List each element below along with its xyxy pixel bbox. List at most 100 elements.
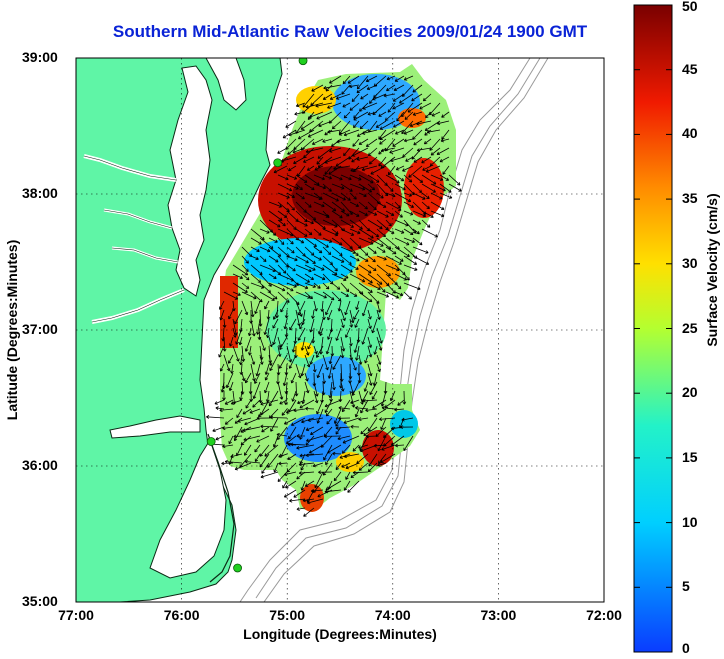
velocity-arrow bbox=[230, 363, 234, 374]
velocity-arrow bbox=[318, 470, 333, 475]
velocity-arrow bbox=[367, 336, 373, 348]
velocity-arrow bbox=[261, 462, 270, 474]
velocity-arrow bbox=[352, 470, 369, 475]
velocity-arrow bbox=[331, 201, 345, 212]
velocity-arrow bbox=[364, 354, 369, 364]
velocity-arrow bbox=[403, 192, 413, 197]
velocity-arrow bbox=[327, 309, 333, 321]
velocity-arrow bbox=[412, 237, 423, 246]
velocity-arrow bbox=[241, 300, 249, 316]
velocity-arrow bbox=[421, 201, 430, 210]
y-tick-label: 38:00 bbox=[22, 185, 58, 201]
velocity-arrow bbox=[261, 426, 270, 433]
velocity-arrow bbox=[297, 399, 306, 405]
velocity-arrow bbox=[304, 255, 316, 264]
velocity-arrow bbox=[354, 408, 360, 418]
velocity-arrow bbox=[347, 75, 360, 84]
velocity-arrow bbox=[215, 435, 225, 441]
velocity-arrow bbox=[256, 416, 270, 421]
velocity-arrow bbox=[310, 426, 324, 435]
velocity-arrow bbox=[257, 408, 270, 417]
velocity-arrow bbox=[277, 210, 288, 218]
velocity-arrow bbox=[340, 183, 353, 192]
velocity-arrow bbox=[340, 210, 350, 217]
velocity-arrow bbox=[243, 435, 261, 442]
velocity-arrow bbox=[322, 282, 330, 290]
velocity-arrow bbox=[379, 138, 387, 145]
velocity-arrow bbox=[358, 255, 369, 262]
velocity-arrow bbox=[403, 201, 415, 208]
radar-station-marker bbox=[233, 563, 242, 573]
velocity-arrow bbox=[403, 138, 414, 143]
velocity-arrow bbox=[337, 435, 351, 441]
velocity-arrow bbox=[394, 201, 401, 209]
velocity-arrow bbox=[376, 327, 383, 344]
velocity-arrow bbox=[380, 390, 387, 407]
velocity-arrow bbox=[313, 192, 323, 200]
velocity-arrow bbox=[219, 309, 225, 321]
velocity-arrow bbox=[291, 336, 297, 353]
velocity-arrow bbox=[311, 309, 315, 319]
velocity-arrow bbox=[403, 282, 421, 291]
velocity-arrow bbox=[431, 111, 441, 117]
velocity-arrow bbox=[367, 372, 373, 386]
velocity-arrow bbox=[361, 129, 378, 135]
colorbar-tick-label: 5 bbox=[682, 578, 690, 595]
colorbar-tick-label: 15 bbox=[682, 448, 698, 465]
velocity-arrow bbox=[232, 282, 248, 293]
velocity-arrow bbox=[344, 300, 351, 316]
velocity-arrow bbox=[305, 435, 315, 446]
velocity-arrow bbox=[222, 336, 227, 352]
velocity-arrow bbox=[325, 84, 333, 92]
velocity-arrow bbox=[430, 183, 446, 192]
velocity-arrow bbox=[218, 345, 225, 358]
velocity-arrow bbox=[360, 399, 369, 414]
velocity-arrow bbox=[394, 192, 412, 203]
velocity-arrow bbox=[317, 147, 333, 159]
velocity-arrow bbox=[270, 417, 279, 432]
velocity-arrow bbox=[367, 111, 378, 116]
velocity-arrow bbox=[259, 444, 270, 457]
velocity-arrow bbox=[286, 183, 299, 190]
velocity-arrow bbox=[290, 442, 306, 447]
velocity-arrow bbox=[245, 399, 252, 409]
velocity-arrow bbox=[367, 147, 378, 156]
velocity-arrow bbox=[358, 417, 369, 421]
velocity-arrow bbox=[316, 399, 324, 415]
velocity-arrow bbox=[278, 453, 288, 458]
velocity-arrow bbox=[323, 84, 342, 90]
velocity-arrow bbox=[303, 156, 315, 163]
velocity-arrow bbox=[233, 434, 243, 439]
velocity-arrow bbox=[286, 345, 293, 363]
velocity-arrow bbox=[241, 282, 250, 289]
velocity-arrow bbox=[286, 264, 296, 272]
velocity-arrow bbox=[385, 192, 396, 198]
velocity-arrow bbox=[384, 399, 396, 408]
velocity-arrow bbox=[304, 228, 313, 236]
velocity-arrow bbox=[394, 183, 406, 191]
velocity-arrow bbox=[349, 183, 366, 191]
velocity-arrow bbox=[232, 345, 240, 362]
velocity-arrow bbox=[322, 291, 335, 301]
velocity-arrow bbox=[295, 291, 311, 299]
velocity-arrow bbox=[311, 138, 324, 145]
velocity-arrow bbox=[343, 147, 351, 157]
velocity-arrow bbox=[264, 444, 279, 457]
velocity-arrow bbox=[316, 156, 324, 165]
velocity-arrow bbox=[297, 129, 315, 140]
velocity-arrow bbox=[293, 156, 306, 165]
velocity-arrow bbox=[268, 273, 277, 279]
velocity-arrow bbox=[259, 246, 271, 253]
region-central-blue bbox=[306, 356, 366, 396]
velocity-arrow bbox=[358, 228, 374, 239]
colorbar-tick-label: 35 bbox=[682, 190, 698, 207]
velocity-arrow bbox=[268, 354, 273, 366]
velocity-arrow bbox=[331, 228, 339, 235]
velocity-arrow bbox=[367, 183, 375, 191]
velocity-arrow bbox=[259, 291, 275, 301]
velocity-arrow bbox=[313, 264, 325, 271]
velocity-arrow bbox=[239, 390, 243, 401]
velocity-arrow bbox=[358, 444, 369, 449]
velocity-arrow bbox=[365, 434, 378, 439]
radar-stations bbox=[206, 58, 308, 573]
